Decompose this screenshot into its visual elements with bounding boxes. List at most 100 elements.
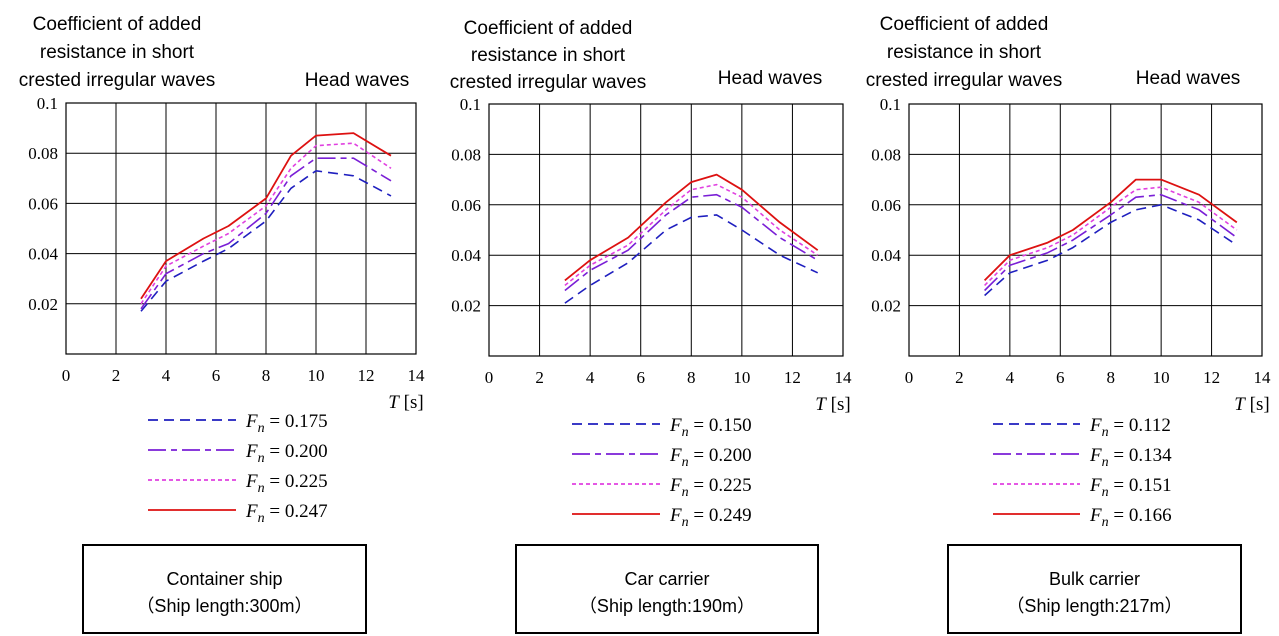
series-line-long-dash <box>140 157 392 310</box>
caption-ship-length: （Ship length:300m） <box>136 596 312 616</box>
legend-value: 0.166 <box>1129 505 1172 526</box>
legend-subscript: n <box>1102 425 1109 440</box>
legend-symbol: F <box>245 471 258 492</box>
y-tick-label: 0.06 <box>28 194 58 213</box>
legend-equals: = <box>265 471 285 492</box>
legend-label: Fn = 0.200 <box>669 445 752 470</box>
x-tick-label: 12 <box>1203 368 1220 387</box>
y-tick-label: 0.1 <box>880 95 901 114</box>
x-axis-label-var: T <box>815 394 827 415</box>
x-tick-label: 6 <box>636 368 645 387</box>
chart-subtitle: Head waves <box>718 68 823 89</box>
x-tick-label: 0 <box>905 368 914 387</box>
chart-title-line: Coefficient of added <box>33 14 202 35</box>
x-axis-label: T [s] <box>1234 394 1269 415</box>
legend-label: Fn = 0.166 <box>1089 505 1172 530</box>
legend-label: Fn = 0.200 <box>245 441 328 466</box>
legend-equals: = <box>689 505 709 526</box>
legend-symbol: F <box>1089 445 1102 466</box>
series-line-solid <box>564 173 819 282</box>
x-axis-label-var: T <box>388 392 400 413</box>
legend-value: 0.134 <box>1129 445 1172 466</box>
x-axis-label-var: T <box>1234 394 1246 415</box>
legend-equals: = <box>1109 505 1129 526</box>
y-tick-label: 0.02 <box>871 297 901 316</box>
legend-subscript: n <box>682 425 689 440</box>
x-tick-label: 2 <box>112 366 121 385</box>
legend-label: Fn = 0.175 <box>245 411 328 436</box>
y-tick-label: 0.04 <box>28 245 58 264</box>
y-tick-label: 0.1 <box>37 94 58 113</box>
legend-label: Fn = 0.249 <box>669 505 752 530</box>
x-tick-label: 4 <box>586 368 595 387</box>
legend-symbol: F <box>669 505 682 526</box>
chart-subtitle: Head waves <box>1136 68 1241 89</box>
legend-subscript: n <box>1102 515 1109 530</box>
y-tick-label: 0.08 <box>28 144 58 163</box>
x-axis-label-unit: [s] <box>399 392 424 413</box>
legend-equals: = <box>1109 475 1129 496</box>
legend-symbol: F <box>245 501 258 522</box>
plot-frame <box>908 103 1263 357</box>
legend-value: 0.112 <box>1129 415 1171 436</box>
x-axis-label-unit: [s] <box>1245 394 1270 415</box>
y-tick-label: 0.06 <box>451 196 481 215</box>
x-tick-label: 8 <box>262 366 271 385</box>
y-tick-label: 0.04 <box>451 246 481 265</box>
x-tick-label: 8 <box>687 368 696 387</box>
legend-value: 0.151 <box>1129 475 1172 496</box>
legend-equals: = <box>1109 445 1129 466</box>
legend-equals: = <box>1109 415 1129 436</box>
x-tick-label: 14 <box>1254 368 1272 387</box>
series-line-long-dash <box>564 193 819 292</box>
y-tick-label: 0.1 <box>460 95 481 114</box>
x-tick-label: 0 <box>485 368 494 387</box>
caption-ship-length: （Ship length:190m） <box>579 596 755 616</box>
legend-value: 0.200 <box>285 441 328 462</box>
series-line-dash <box>984 204 1238 297</box>
x-tick-label: 0 <box>62 366 71 385</box>
chart-title-line: crested irregular waves <box>450 72 646 93</box>
legend-equals: = <box>265 501 285 522</box>
legend-symbol: F <box>245 441 258 462</box>
x-axis-label: T [s] <box>815 394 850 415</box>
legend-symbol: F <box>1089 475 1102 496</box>
series-line-dot <box>140 142 392 305</box>
legend-equals: = <box>689 475 709 496</box>
legend-subscript: n <box>258 511 265 526</box>
legend-subscript: n <box>682 485 689 500</box>
legend-equals: = <box>689 445 709 466</box>
x-tick-label: 4 <box>162 366 171 385</box>
legend-equals: = <box>689 415 709 436</box>
y-tick-label: 0.04 <box>871 246 901 265</box>
chart-title-line: crested irregular waves <box>866 70 1062 91</box>
legend-subscript: n <box>1102 455 1109 470</box>
legend-value: 0.200 <box>709 445 752 466</box>
legend-subscript: n <box>682 455 689 470</box>
legend-label: Fn = 0.225 <box>669 475 752 500</box>
chart-subtitle: Head waves <box>305 70 410 91</box>
chart-title-line: Coefficient of added <box>464 18 633 39</box>
x-tick-label: 6 <box>1056 368 1065 387</box>
plot-frame <box>65 102 417 355</box>
legend-value: 0.247 <box>285 501 328 522</box>
legend-symbol: F <box>669 445 682 466</box>
x-tick-label: 6 <box>212 366 221 385</box>
chart-panel-car-carrier: Coefficient of added resistance in short c… <box>450 18 853 634</box>
legend-symbol: F <box>245 411 258 432</box>
chart-panel-container-ship: Coefficient of added resistance in short c… <box>19 14 425 634</box>
x-tick-label: 14 <box>835 368 853 387</box>
legend-symbol: F <box>669 475 682 496</box>
y-tick-label: 0.02 <box>451 297 481 316</box>
caption-ship-type: Car carrier <box>624 569 709 589</box>
series-line-long-dash <box>984 193 1238 292</box>
x-axis-label: T [s] <box>388 392 423 413</box>
legend-value: 0.249 <box>709 505 752 526</box>
legend-label: Fn = 0.150 <box>669 415 752 440</box>
series-line-solid <box>140 132 392 300</box>
x-tick-label: 2 <box>535 368 544 387</box>
legend-symbol: F <box>669 415 682 436</box>
x-tick-label: 10 <box>1153 368 1170 387</box>
series-line-dot <box>564 183 819 287</box>
chart-title-line: resistance in short <box>40 42 195 63</box>
